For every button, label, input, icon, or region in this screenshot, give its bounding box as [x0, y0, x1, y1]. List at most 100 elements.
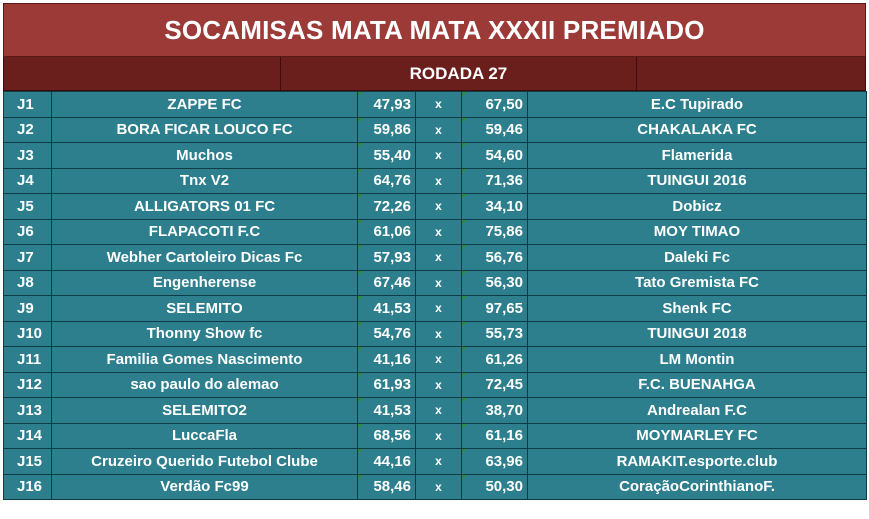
home-team-cell[interactable]: Familia Gomes Nascimento	[51, 346, 358, 373]
match-id-cell[interactable]: J4	[3, 167, 52, 194]
away-score-cell[interactable]: 63,96	[461, 448, 528, 475]
away-team-cell[interactable]: TUINGUI 2018	[527, 320, 867, 347]
home-team-cell[interactable]: Tnx V2	[51, 167, 358, 194]
home-score-cell[interactable]: 57,93	[357, 244, 416, 271]
away-score-cell[interactable]: 56,30	[461, 269, 528, 296]
versus-cell[interactable]: x	[415, 244, 462, 271]
versus-cell[interactable]: x	[415, 218, 462, 245]
away-team-cell[interactable]: Shenk FC	[527, 295, 867, 322]
home-score-cell[interactable]: 72,26	[357, 193, 416, 220]
away-score-cell[interactable]: 71,36	[461, 167, 528, 194]
home-team-cell[interactable]: Webher Cartoleiro Dicas Fc	[51, 244, 358, 271]
away-team-cell[interactable]: CoraçãoCorinthianoF.	[527, 473, 867, 500]
home-team-cell[interactable]: Thonny Show fc	[51, 320, 358, 347]
match-id-cell[interactable]: J14	[3, 422, 52, 449]
away-team-cell[interactable]: Flamerida	[527, 142, 867, 169]
away-team-cell[interactable]: MOY TIMAO	[527, 218, 867, 245]
away-team-cell[interactable]: LM Montin	[527, 346, 867, 373]
versus-cell[interactable]: x	[415, 422, 462, 449]
home-score-cell[interactable]: 58,46	[357, 473, 416, 500]
match-row: J5 ALLIGATORS 01 FC 72,26 x 34,10 Dobicz	[3, 193, 867, 220]
away-team-cell[interactable]: Daleki Fc	[527, 244, 867, 271]
versus-cell[interactable]: x	[415, 371, 462, 398]
home-team-cell[interactable]: SELEMITO2	[51, 397, 358, 424]
versus-cell[interactable]: x	[415, 116, 462, 143]
home-team-cell[interactable]: BORA FICAR LOUCO FC	[51, 116, 358, 143]
home-team-cell[interactable]: Engenherense	[51, 269, 358, 296]
away-team-cell[interactable]: TUINGUI 2016	[527, 167, 867, 194]
versus-cell[interactable]: x	[415, 397, 462, 424]
away-score-cell[interactable]: 34,10	[461, 193, 528, 220]
away-score-cell[interactable]: 38,70	[461, 397, 528, 424]
versus-cell[interactable]: x	[415, 91, 462, 118]
away-team-cell[interactable]: CHAKALAKA FC	[527, 116, 867, 143]
home-score-cell[interactable]: 55,40	[357, 142, 416, 169]
home-score-cell[interactable]: 64,76	[357, 167, 416, 194]
match-row: J3 Muchos 55,40 x 54,60 Flamerida	[3, 142, 867, 169]
home-team-cell[interactable]: Verdão Fc99	[51, 473, 358, 500]
match-row: J15 Cruzeiro Querido Futebol Clube 44,16 x 6…	[3, 448, 867, 475]
away-score-cell[interactable]: 50,30	[461, 473, 528, 500]
versus-cell[interactable]: x	[415, 448, 462, 475]
match-id-cell[interactable]: J11	[3, 346, 52, 373]
away-score-cell[interactable]: 72,45	[461, 371, 528, 398]
match-id-cell[interactable]: J2	[3, 116, 52, 143]
match-id-cell[interactable]: J7	[3, 244, 52, 271]
home-score-cell[interactable]: 68,56	[357, 422, 416, 449]
match-id-cell[interactable]: J13	[3, 397, 52, 424]
match-id-cell[interactable]: J9	[3, 295, 52, 322]
home-score-cell[interactable]: 59,86	[357, 116, 416, 143]
home-score-cell[interactable]: 41,53	[357, 397, 416, 424]
away-score-cell[interactable]: 61,16	[461, 422, 528, 449]
away-team-cell[interactable]: F.C. BUENAHGA	[527, 371, 867, 398]
home-team-cell[interactable]: SELEMITO	[51, 295, 358, 322]
match-id-cell[interactable]: J12	[3, 371, 52, 398]
match-id-cell[interactable]: J16	[3, 473, 52, 500]
home-score-cell[interactable]: 67,46	[357, 269, 416, 296]
versus-cell[interactable]: x	[415, 473, 462, 500]
home-score-cell[interactable]: 41,16	[357, 346, 416, 373]
away-score-cell[interactable]: 61,26	[461, 346, 528, 373]
versus-cell[interactable]: x	[415, 193, 462, 220]
home-score-cell[interactable]: 41,53	[357, 295, 416, 322]
home-team-cell[interactable]: sao paulo do alemao	[51, 371, 358, 398]
away-score-cell[interactable]: 97,65	[461, 295, 528, 322]
home-score-cell[interactable]: 54,76	[357, 320, 416, 347]
home-team-cell[interactable]: ALLIGATORS 01 FC	[51, 193, 358, 220]
away-team-cell[interactable]: E.C Tupirado	[527, 91, 867, 118]
home-score-cell[interactable]: 61,93	[357, 371, 416, 398]
away-team-cell[interactable]: Tato Gremista FC	[527, 269, 867, 296]
away-score-cell[interactable]: 59,46	[461, 116, 528, 143]
away-team-cell[interactable]: MOYMARLEY FC	[527, 422, 867, 449]
versus-cell[interactable]: x	[415, 142, 462, 169]
away-score-cell[interactable]: 75,86	[461, 218, 528, 245]
home-team-cell[interactable]: ZAPPE FC	[51, 91, 358, 118]
match-id-cell[interactable]: J1	[3, 91, 52, 118]
versus-cell[interactable]: x	[415, 269, 462, 296]
home-team-cell[interactable]: LuccaFla	[51, 422, 358, 449]
home-score-cell[interactable]: 47,93	[357, 91, 416, 118]
versus-cell[interactable]: x	[415, 295, 462, 322]
versus-cell[interactable]: x	[415, 346, 462, 373]
match-id-cell[interactable]: J3	[3, 142, 52, 169]
versus-cell[interactable]: x	[415, 320, 462, 347]
versus-cell[interactable]: x	[415, 167, 462, 194]
away-score-cell[interactable]: 56,76	[461, 244, 528, 271]
home-team-cell[interactable]: FLAPACOTI F.C	[51, 218, 358, 245]
home-score-cell[interactable]: 61,06	[357, 218, 416, 245]
match-id-cell[interactable]: J8	[3, 269, 52, 296]
match-id-cell[interactable]: J6	[3, 218, 52, 245]
match-id-cell[interactable]: J15	[3, 448, 52, 475]
away-score-cell[interactable]: 67,50	[461, 91, 528, 118]
away-team-cell[interactable]: Andrealan F.C	[527, 397, 867, 424]
match-id-cell[interactable]: J10	[3, 320, 52, 347]
match-row: J16 Verdão Fc99 58,46 x 50,30 CoraçãoCorinthi…	[3, 473, 867, 500]
away-score-cell[interactable]: 54,60	[461, 142, 528, 169]
away-team-cell[interactable]: RAMAKIT.esporte.club	[527, 448, 867, 475]
home-score-cell[interactable]: 44,16	[357, 448, 416, 475]
away-team-cell[interactable]: Dobicz	[527, 193, 867, 220]
match-id-cell[interactable]: J5	[3, 193, 52, 220]
home-team-cell[interactable]: Cruzeiro Querido Futebol Clube	[51, 448, 358, 475]
away-score-cell[interactable]: 55,73	[461, 320, 528, 347]
home-team-cell[interactable]: Muchos	[51, 142, 358, 169]
